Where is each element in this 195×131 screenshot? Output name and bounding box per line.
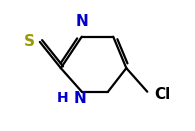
Text: Cl: Cl (154, 87, 170, 102)
Text: H: H (57, 91, 69, 105)
Text: S: S (24, 34, 35, 49)
Text: N: N (75, 14, 88, 29)
Text: N: N (74, 91, 87, 106)
